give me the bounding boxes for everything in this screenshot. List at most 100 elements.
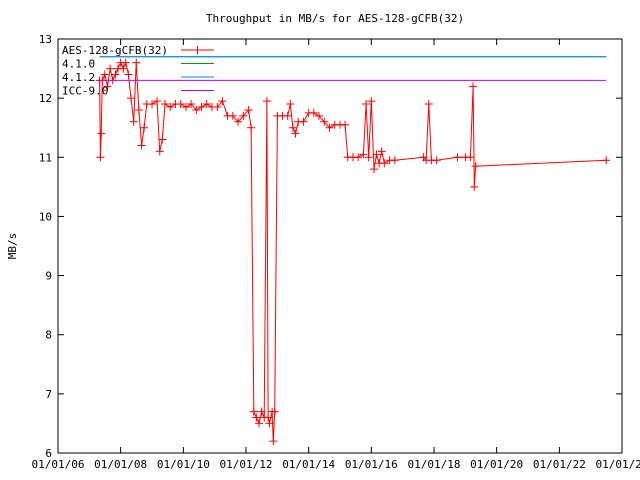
data-point <box>134 105 143 114</box>
legend-label: ICC-9.0 <box>62 85 108 98</box>
data-point <box>325 123 334 132</box>
data-point <box>252 413 261 422</box>
data-point <box>158 135 167 144</box>
data-point <box>341 120 350 129</box>
legend-marker <box>193 46 202 54</box>
data-point <box>380 159 389 168</box>
data-point <box>286 100 295 109</box>
y-tick-label: 8 <box>45 329 52 342</box>
data-point <box>239 111 248 120</box>
data-point <box>187 100 196 109</box>
data-point <box>228 111 237 120</box>
data-point <box>176 100 185 109</box>
data-point <box>100 70 109 79</box>
data-point <box>309 108 318 117</box>
data-point <box>153 97 162 106</box>
x-tick-label: 01/01/06 <box>32 458 85 471</box>
data-point <box>288 123 297 132</box>
y-tick-label: 6 <box>45 447 52 460</box>
data-point <box>202 100 211 109</box>
data-point <box>119 64 128 73</box>
data-point <box>106 64 115 73</box>
data-point <box>264 413 273 422</box>
data-point <box>471 162 480 171</box>
x-tick-label: 01/01/10 <box>157 458 210 471</box>
legend-label: 4.1.0 <box>62 58 95 71</box>
data-point <box>155 147 164 156</box>
data-point <box>432 156 441 165</box>
x-tick-label: 01/01/08 <box>94 458 147 471</box>
data-point <box>369 165 378 174</box>
x-tick-label: 01/01/18 <box>408 458 461 471</box>
y-tick-label: 11 <box>39 151 52 164</box>
data-point <box>129 117 138 126</box>
data-point <box>320 117 329 126</box>
data-point <box>364 153 373 162</box>
data-point <box>470 182 479 191</box>
series-0 <box>95 58 611 446</box>
x-tick-label: 01/01/20 <box>470 458 523 471</box>
data-point <box>148 100 157 109</box>
x-tick-label: 01/01/12 <box>219 458 272 471</box>
data-point <box>213 103 222 112</box>
data-point <box>160 100 169 109</box>
y-tick-label: 7 <box>45 388 52 401</box>
x-tick-label: 01/01/24 <box>596 458 640 471</box>
data-point <box>197 103 206 112</box>
data-point <box>127 94 136 103</box>
y-axis-label: MB/s <box>6 233 19 260</box>
chart-title: Throughput in MB/s for AES-128-gCFB(32) <box>206 12 464 25</box>
y-tick-label: 9 <box>45 270 52 283</box>
data-point <box>249 407 258 416</box>
data-point <box>111 70 120 79</box>
x-tick-label: 01/01/22 <box>533 458 586 471</box>
legend-label: 4.1.2 <box>62 71 95 84</box>
x-tick-label: 01/01/14 <box>282 458 335 471</box>
data-point <box>314 111 323 120</box>
data-point <box>96 153 105 162</box>
data-point <box>602 156 611 165</box>
data-point <box>132 58 141 67</box>
data-point <box>140 123 149 132</box>
data-point <box>270 407 279 416</box>
data-point <box>466 153 475 162</box>
data-point <box>424 100 433 109</box>
data-point <box>103 82 112 91</box>
data-point <box>469 82 478 91</box>
data-point <box>192 105 201 114</box>
data-point <box>124 70 133 79</box>
data-point <box>372 150 381 159</box>
data-point <box>269 437 278 446</box>
series-layer <box>95 56 611 446</box>
data-point <box>283 111 292 120</box>
data-point <box>121 58 130 67</box>
legend-label: AES-128-gCFB(32) <box>62 44 168 57</box>
data-point <box>218 97 227 106</box>
y-tick-label: 13 <box>39 33 52 46</box>
data-point <box>234 117 243 126</box>
data-point <box>182 103 191 112</box>
data-point <box>255 419 264 428</box>
data-point <box>354 153 363 162</box>
data-point <box>390 156 399 165</box>
data-point <box>362 100 371 109</box>
plot-frame <box>57 38 623 454</box>
axis-ticks: 6 7 8 9 10 11 12 13 01/01/06 01/01/08 01/01/10 01/0… <box>32 33 640 471</box>
data-point <box>291 129 300 138</box>
x-tick-label: 01/01/16 <box>345 458 398 471</box>
data-point <box>244 105 253 114</box>
data-point <box>359 150 368 159</box>
data-point <box>453 153 462 162</box>
data-point <box>262 97 271 106</box>
data-point <box>257 407 266 416</box>
data-point <box>166 103 175 112</box>
data-point <box>299 117 308 126</box>
data-point <box>377 147 386 156</box>
data-point <box>137 141 146 150</box>
data-point <box>367 97 376 106</box>
y-tick-label: 10 <box>39 210 52 223</box>
y-tick-label: 12 <box>39 92 52 105</box>
